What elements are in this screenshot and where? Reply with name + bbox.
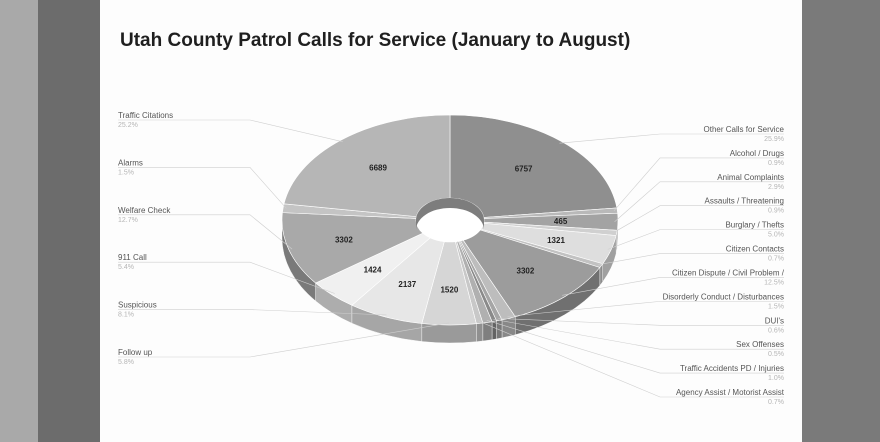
slice-value-labels: 6757 465 1321 3302 1520 2137 1424 3302 6689 [335,163,568,294]
slice-percent-label: 0.9% [768,160,784,167]
slice-value-label: 6757 [515,164,533,173]
slice-value-label: 1321 [547,236,565,245]
slice-percent-label: 0.9% [768,208,784,215]
pie-slices [281,114,619,326]
slice-percent-label: 25.9% [764,136,784,143]
slice-category-label: Burglary / Thefts [725,221,784,230]
leader-line [559,133,784,144]
slice-category-label: Welfare Check [118,206,171,215]
leader-line [118,309,387,316]
slice-percent-label: 1.5% [118,169,134,176]
pie-chart: 67574651321330215202137142433026689Traff… [118,111,785,406]
pie-slice [449,114,618,218]
slice-percent-label: 2.9% [768,184,784,191]
slice-value-label: 1424 [364,265,382,274]
leader-line [498,318,784,326]
slice-percent-label: 25.2% [118,122,138,129]
chart-title: Utah County Patrol Calls for Service (Ja… [120,30,631,51]
leader-line [118,167,287,209]
leader-line [493,318,784,350]
slice-category-label: Agency Assist / Motorist Assist [676,388,785,397]
slice-category-label: Traffic Citations [118,111,173,120]
slice-value-label: 465 [554,217,568,226]
slice-percent-label: 0.7% [768,256,784,263]
slice-category-label: Sex Offenses [736,340,784,349]
pie-side-wall [476,322,484,342]
pie-side-wall [491,320,497,340]
slice-category-label: Assaults / Threatening [705,197,784,206]
leader-line [562,277,784,296]
background-band-right [802,0,880,442]
leader-line [507,301,784,317]
leader-line [118,214,293,250]
slice-percent-label: 5.8% [118,359,134,366]
slice-category-label: DUI's [765,316,784,325]
leader-line [613,157,784,211]
leader-line [478,321,784,398]
slice-percent-label: 12.5% [764,279,784,286]
pie-side-wall [496,319,503,340]
leader-line [614,181,784,222]
slice-percent-label: 12.7% [118,217,138,224]
slice-category-label: Citizen Dispute / Civil Problem / [672,268,785,277]
slice-value-label: 3302 [517,267,535,276]
slice-percent-label: 5.0% [768,232,784,239]
leader-line [118,261,335,294]
slice-percent-label: 0.6% [768,327,784,334]
leader-line [607,229,784,250]
pie-hole-wall [416,198,484,230]
background-band-left-dark [38,0,100,442]
leader-line [486,320,784,374]
leader-line [613,205,784,233]
slice-category-label: Other Calls for Service [704,125,785,134]
slice-category-label: Disorderly Conduct / Disturbances [663,292,784,301]
leader-line [598,253,784,266]
slice-value-label: 1520 [440,285,458,294]
slice-percent-label: 1.0% [768,375,784,382]
leader-line [118,119,343,143]
legend-labels: Traffic Citations 25.2% Alarms 1.5% Welfare … [118,111,785,406]
slice-category-label: 911 Call [118,253,147,262]
slice-value-label: 2137 [398,280,416,289]
slice-category-label: Follow up [118,348,153,357]
chart-slide: Utah County Patrol Calls for Service (Ja… [100,0,802,442]
slice-category-label: Alcohol / Drugs [730,149,784,158]
slice-value-label: 3302 [335,236,353,245]
slice-percent-label: 5.4% [118,264,134,271]
slice-percent-label: 1.5% [768,303,784,310]
slice-category-label: Alarms [118,158,143,167]
slice-category-label: Traffic Accidents PD / Injuries [680,364,784,373]
slice-category-label: Suspicious [118,301,157,310]
slice-percent-label: 0.7% [768,399,784,406]
slice-category-label: Citizen Contacts [726,245,784,254]
pie-slice [283,114,451,217]
slice-percent-label: 8.1% [118,312,134,319]
slice-percent-label: 0.5% [768,351,784,358]
slice-category-label: Animal Complaints [717,173,784,182]
background-band-left [0,0,38,442]
slice-value-label: 6689 [369,163,387,172]
leader-line [118,322,450,358]
